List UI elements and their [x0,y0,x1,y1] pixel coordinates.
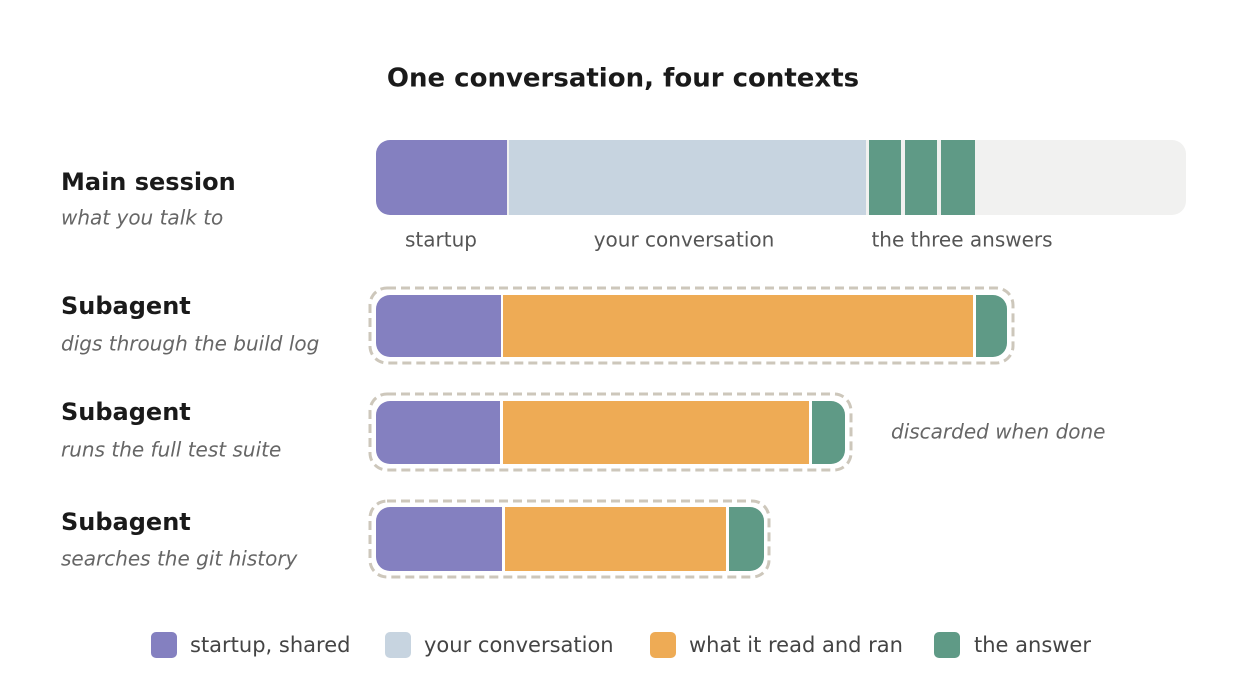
main-bar [376,140,1186,215]
legend-swatch [385,632,411,658]
row-sublabel: digs through the build log [61,332,319,356]
row-label: Subagent [61,292,191,320]
row-sublabel: runs the full test suite [61,438,281,462]
legend-swatch [650,632,676,658]
segment-label: the three answers [871,228,1052,252]
outline [368,499,771,579]
segment-label: startup [405,228,477,252]
legend-swatch [934,632,960,658]
segment-label: your conversation [594,228,775,252]
subagent-bar [376,401,845,464]
legend-label: what it read and ran [689,633,903,657]
subagent-bar [376,507,764,571]
outline [368,286,1015,365]
note: discarded when done [891,420,1105,444]
row-label: Subagent [61,398,191,426]
legend-label: the answer [974,633,1091,657]
outline [368,392,853,472]
row-label: Main session [61,168,236,196]
legend-label: your conversation [424,633,614,657]
subagent-bar [376,295,1007,357]
legend-label: startup, shared [190,633,350,657]
row-label: Subagent [61,508,191,536]
row-sublabel: searches the git history [61,547,299,571]
legend-swatch [151,632,177,658]
title: One conversation, four contexts [387,64,859,94]
row-sublabel: what you talk to [61,206,223,230]
